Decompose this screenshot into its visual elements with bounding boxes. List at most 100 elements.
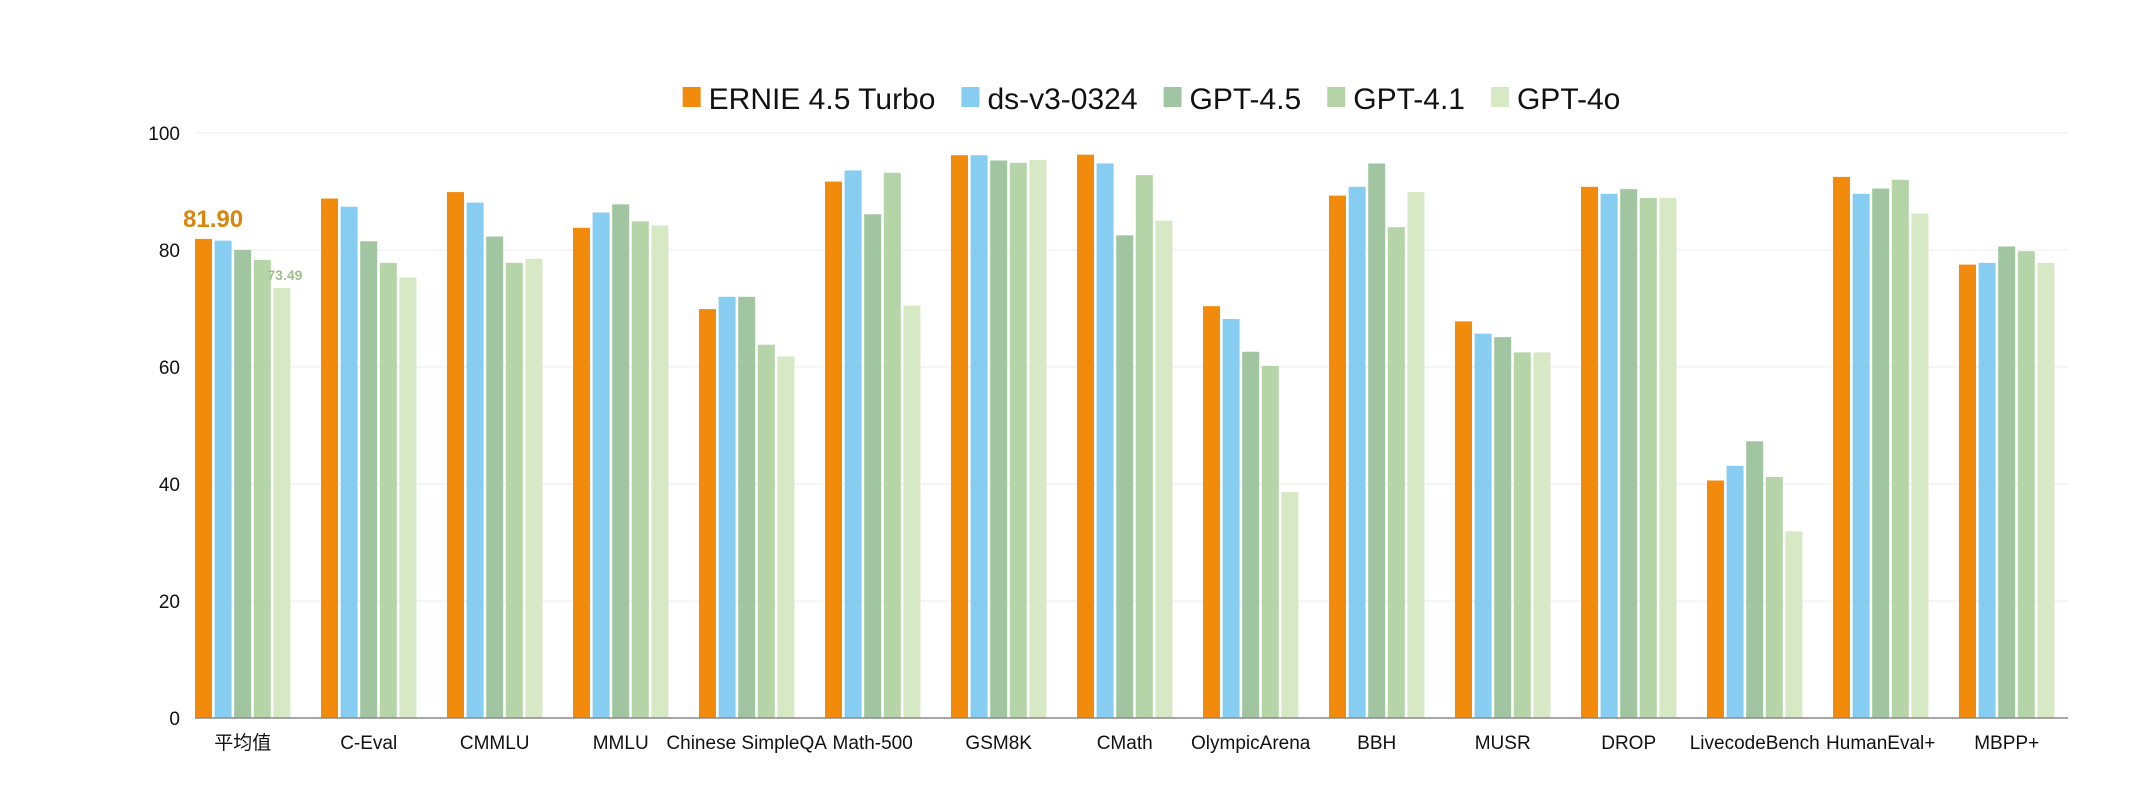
legend-swatch-gpt-4-1: [1327, 87, 1346, 107]
x-tick-label-musr: MUSR: [1475, 733, 1531, 754]
x-tick-label-平均值: 平均值: [214, 732, 271, 754]
bar-ernie-4-5-turbo-cmmlu: [447, 192, 464, 718]
bar-gpt-4-5-musr: [1494, 337, 1512, 718]
bar-gpt-4-1-drop: [1639, 197, 1657, 718]
legend-swatch-gpt-4-5: [1163, 87, 1182, 107]
bar-ernie-4-5-turbo-chinese-simpleqa: [699, 309, 716, 718]
bar-gpt-4o-平均值: [273, 288, 291, 718]
y-tick-label-40: 40: [159, 475, 180, 496]
bar-ds-v3-0324-c-eval: [340, 206, 358, 718]
x-tick-label-drop: DROP: [1601, 733, 1656, 754]
legend-swatch-ernie-4-5-turbo: [682, 87, 701, 107]
bar-gpt-4-1-mbpp: [2017, 251, 2035, 719]
annotation-gpt-4o-平均值: 73.49: [267, 267, 302, 283]
bar-ernie-4-5-turbo-mbpp: [1959, 264, 1976, 718]
x-tick-label-math-500: Math-500: [833, 733, 913, 754]
bars: [195, 154, 2055, 719]
bar-gpt-4-1-bbh: [1387, 227, 1405, 718]
bar-ds-v3-0324-bbh: [1348, 186, 1366, 718]
x-tick-label-c-eval: C-Eval: [340, 733, 397, 754]
bar-ernie-4-5-turbo-平均值: [195, 238, 212, 718]
bar-ds-v3-0324-cmath: [1096, 163, 1114, 719]
bar-ds-v3-0324-livecodebench: [1726, 465, 1744, 718]
legend-label-gpt-4-1: GPT-4.1: [1353, 83, 1465, 116]
bar-ds-v3-0324-drop: [1600, 193, 1618, 719]
bar-ernie-4-5-turbo-musr: [1455, 321, 1472, 718]
annotations: 81.90 73.49: [183, 206, 303, 283]
bar-gpt-4-1-livecodebench: [1765, 476, 1783, 718]
x-tick-label-mbpp: MBPP+: [1974, 733, 2039, 754]
bar-gpt-4-1-math-500: [883, 172, 901, 718]
bar-ds-v3-0324-mbpp: [1978, 262, 1996, 718]
bar-gpt-4o-chinese-simpleqa: [777, 356, 795, 718]
bar-ernie-4-5-turbo-mmlu: [573, 227, 590, 718]
bar-gpt-4-5-bbh: [1368, 163, 1386, 719]
bar-ernie-4-5-turbo-c-eval: [321, 198, 338, 718]
bar-gpt-4-5-drop: [1620, 189, 1638, 718]
bar-gpt-4-1-humaneval: [1891, 179, 1909, 719]
bar-gpt-4-5-chinese-simpleqa: [738, 296, 756, 718]
y-tick-label-100: 100: [148, 124, 180, 145]
bar-gpt-4-1-cmmlu: [505, 262, 523, 718]
bar-gpt-4o-c-eval: [399, 277, 417, 718]
y-tick-label-80: 80: [159, 241, 180, 262]
bar-ernie-4-5-turbo-math-500: [825, 181, 842, 718]
bar-gpt-4-1-olympicarena: [1261, 365, 1279, 718]
bar-gpt-4o-cmmlu: [525, 258, 543, 718]
bar-gpt-4o-cmath: [1155, 220, 1173, 718]
bar-gpt-4-1-musr: [1513, 352, 1531, 718]
bar-gpt-4-1-chinese-simpleqa: [757, 344, 775, 718]
x-tick-label-gsm8k: GSM8K: [965, 733, 1032, 754]
bar-gpt-4-5-humaneval: [1872, 188, 1890, 718]
x-tick-label-chinese-simpleqa: Chinese SimpleQA: [666, 733, 827, 754]
bar-ernie-4-5-turbo-humaneval: [1833, 176, 1850, 718]
bar-gpt-4o-humaneval: [1911, 213, 1929, 719]
x-tick-label-bbh: BBH: [1357, 733, 1396, 754]
bar-ds-v3-0324-gsm8k: [970, 155, 988, 719]
bar-gpt-4-1-c-eval: [379, 262, 397, 718]
bar-gpt-4-1-gsm8k: [1009, 162, 1027, 718]
bar-gpt-4-5-平均值: [234, 250, 252, 718]
bar-gpt-4-5-cmmlu: [486, 236, 504, 719]
bar-gpt-4o-olympicarena: [1281, 492, 1299, 718]
bar-gpt-4-5-gsm8k: [990, 160, 1008, 718]
bar-ernie-4-5-turbo-olympicarena: [1203, 306, 1220, 718]
bar-ernie-4-5-turbo-livecodebench: [1707, 480, 1724, 718]
bar-gpt-4o-livecodebench: [1785, 531, 1803, 718]
x-tick-label-mmlu: MMLU: [593, 733, 649, 754]
bar-gpt-4o-bbh: [1407, 192, 1425, 718]
legend-swatch-gpt-4o: [1490, 87, 1509, 107]
bar-gpt-4o-drop: [1659, 197, 1677, 718]
bar-gpt-4o-math-500: [903, 305, 921, 718]
bar-ds-v3-0324-cmmlu: [466, 202, 484, 719]
bar-ernie-4-5-turbo-gsm8k: [951, 155, 968, 719]
bar-gpt-4-5-mbpp: [1998, 246, 2016, 719]
bar-gpt-4-5-cmath: [1116, 235, 1134, 718]
bar-ds-v3-0324-olympicarena: [1222, 319, 1240, 718]
annotation-ernie-4-5-turbo-平均值: 81.90: [183, 206, 243, 233]
axes: 0 20 40 60 80 100 平均值 C-Eval CMMLU MMLU Chinese Si…: [148, 124, 2068, 754]
x-tick-label-cmath: CMath: [1097, 733, 1153, 754]
bar-ds-v3-0324-humaneval: [1852, 193, 1870, 719]
bar-ds-v3-0324-mmlu: [592, 212, 610, 718]
bar-gpt-4-5-mmlu: [612, 204, 630, 718]
bar-ds-v3-0324-chinese-simpleqa: [718, 296, 736, 718]
bar-gpt-4-5-olympicarena: [1242, 351, 1260, 718]
legend-label-gpt-4o: GPT-4o: [1517, 83, 1620, 116]
bar-ds-v3-0324-musr: [1474, 333, 1492, 718]
x-tick-label-cmmlu: CMMLU: [460, 733, 530, 754]
y-tick-label-20: 20: [159, 592, 180, 613]
bar-gpt-4o-mmlu: [651, 225, 669, 718]
bar-gpt-4o-mbpp: [2037, 262, 2055, 718]
x-tick-label-humaneval: HumanEval+: [1826, 733, 1935, 754]
x-tick-label-livecodebench: LivecodeBench: [1690, 733, 1820, 754]
legend-label-ds-v3-0324: ds-v3-0324: [987, 83, 1137, 116]
bar-ernie-4-5-turbo-cmath: [1077, 154, 1094, 718]
y-tick-label-60: 60: [159, 358, 180, 379]
legend-swatch-ds-v3-0324: [961, 87, 980, 107]
bar-gpt-4-1-cmath: [1135, 175, 1153, 718]
bar-gpt-4-1-平均值: [253, 259, 271, 718]
y-tick-label-0: 0: [169, 709, 180, 730]
